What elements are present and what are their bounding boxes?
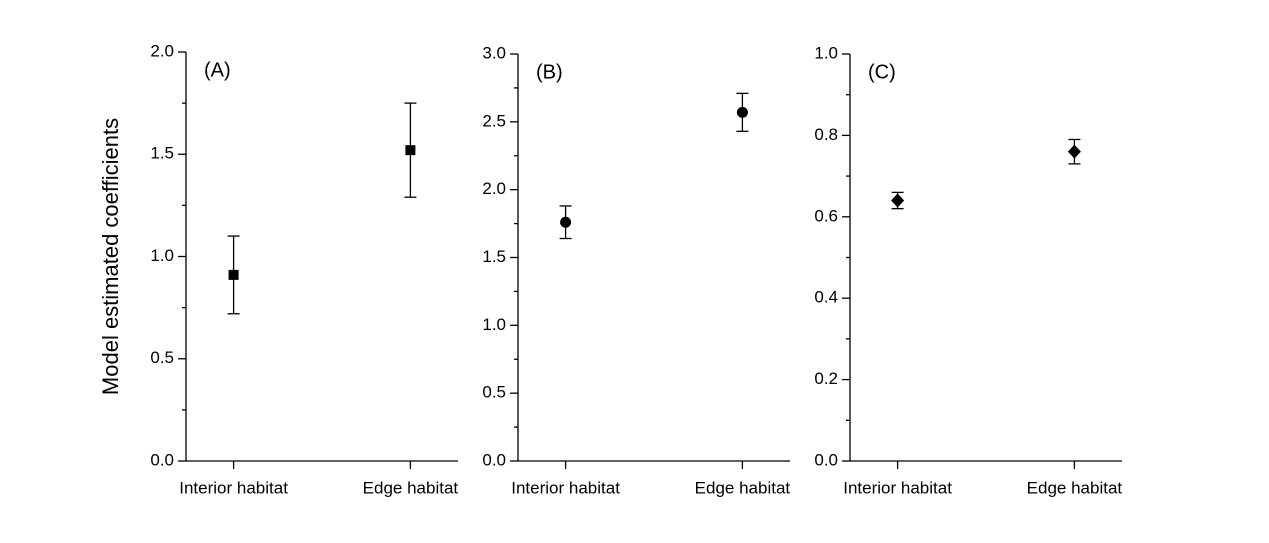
- y-tick-label: 1.0: [150, 246, 174, 265]
- y-tick-label: 1.5: [482, 247, 506, 266]
- y-tick-label: 0.5: [150, 348, 174, 367]
- y-tick-label: 0.0: [814, 450, 838, 469]
- marker: [891, 193, 905, 208]
- marker: [736, 106, 748, 118]
- y-tick-label: 0.5: [482, 383, 506, 402]
- x-tick-label: Edge habitat: [363, 478, 459, 497]
- y-tick-label: 0.0: [482, 450, 506, 469]
- x-tick-label: Edge habitat: [1027, 478, 1123, 497]
- x-tick-label: Interior habitat: [179, 478, 288, 497]
- y-tick-label: 1.0: [482, 315, 506, 334]
- panel-label: (C): [868, 61, 896, 83]
- marker: [228, 269, 239, 280]
- y-tick-label: 0.6: [814, 206, 838, 225]
- marker: [1067, 144, 1081, 159]
- x-tick-label: Edge habitat: [695, 478, 791, 497]
- y-tick-label: 0.4: [814, 288, 838, 307]
- x-tick-label: Interior habitat: [843, 478, 952, 497]
- y-tick-label: 0.8: [814, 125, 838, 144]
- x-tick-label: Interior habitat: [511, 478, 620, 497]
- y-tick-label: 0.2: [814, 369, 838, 388]
- y-tick-label: 1.5: [150, 144, 174, 163]
- panel-label: (A): [204, 59, 231, 81]
- y-tick-label: 2.0: [482, 179, 506, 198]
- y-tick-label: 3.0: [482, 43, 506, 62]
- y-axis-label: Model estimated coefficients: [98, 118, 123, 395]
- marker: [405, 145, 416, 156]
- panel-label: (B): [536, 61, 563, 83]
- y-tick-label: 0.0: [150, 450, 174, 469]
- y-tick-label: 2.0: [150, 41, 174, 60]
- y-tick-label: 1.0: [814, 43, 838, 62]
- marker: [560, 216, 572, 228]
- y-tick-label: 2.5: [482, 111, 506, 130]
